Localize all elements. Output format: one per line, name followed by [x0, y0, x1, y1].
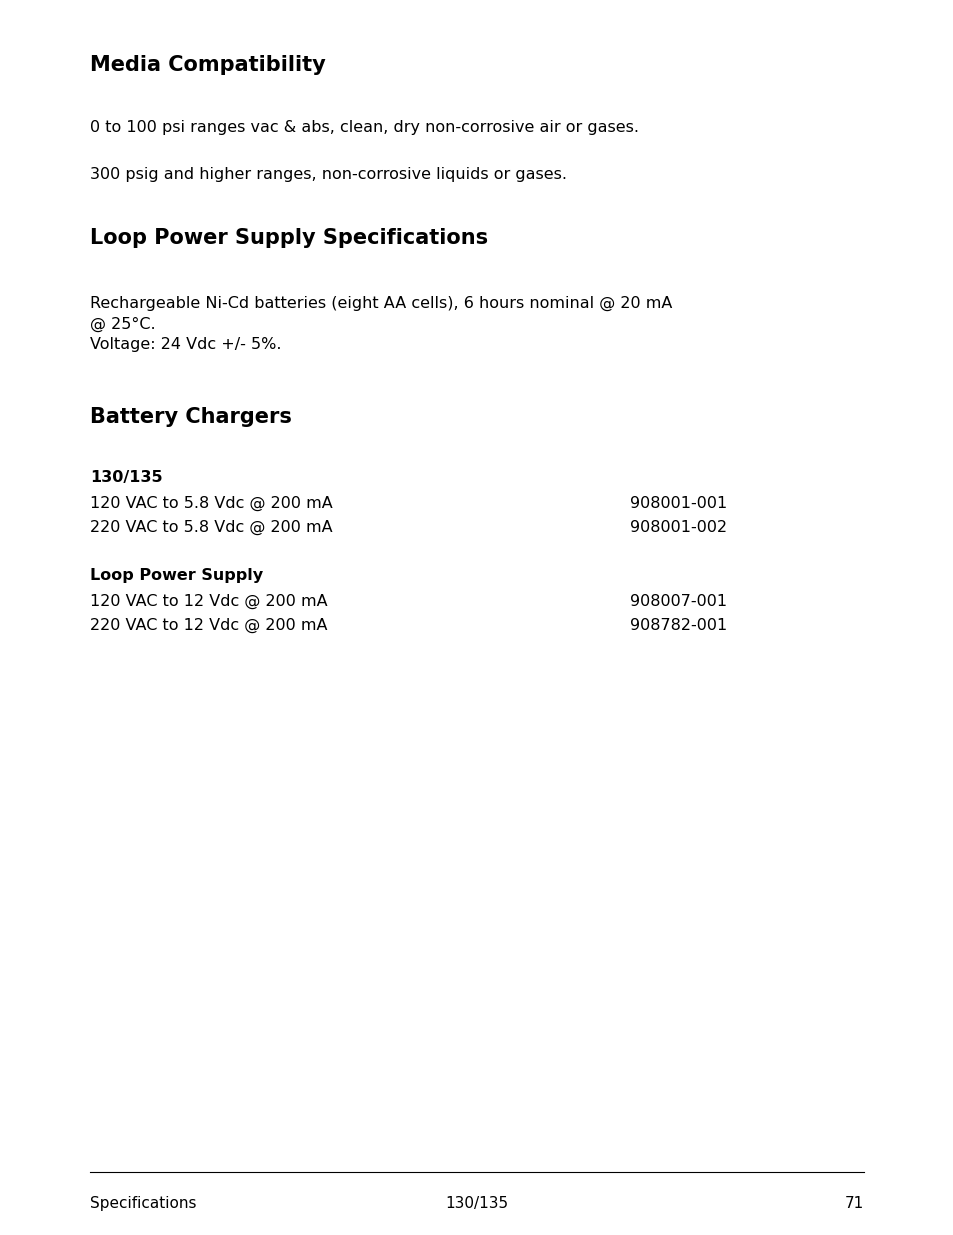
Text: Loop Power Supply: Loop Power Supply [90, 568, 263, 583]
Text: 908001-001: 908001-001 [629, 496, 726, 511]
Text: 120 VAC to 5.8 Vdc @ 200 mA: 120 VAC to 5.8 Vdc @ 200 mA [90, 496, 333, 511]
Text: 908007-001: 908007-001 [629, 594, 726, 609]
Text: Loop Power Supply Specifications: Loop Power Supply Specifications [90, 228, 488, 248]
Text: 0 to 100 psi ranges vac & abs, clean, dry non-corrosive air or gases.: 0 to 100 psi ranges vac & abs, clean, dr… [90, 120, 639, 135]
Text: 130/135: 130/135 [445, 1195, 508, 1212]
Text: 120 VAC to 12 Vdc @ 200 mA: 120 VAC to 12 Vdc @ 200 mA [90, 594, 327, 609]
Text: 71: 71 [843, 1195, 863, 1212]
Text: 220 VAC to 5.8 Vdc @ 200 mA: 220 VAC to 5.8 Vdc @ 200 mA [90, 520, 333, 535]
Text: 908001-002: 908001-002 [629, 520, 726, 535]
Text: 220 VAC to 12 Vdc @ 200 mA: 220 VAC to 12 Vdc @ 200 mA [90, 618, 327, 634]
Text: Media Compatibility: Media Compatibility [90, 56, 325, 75]
Text: 300 psig and higher ranges, non-corrosive liquids or gases.: 300 psig and higher ranges, non-corrosiv… [90, 167, 566, 182]
Text: 130/135: 130/135 [90, 471, 162, 485]
Text: Specifications: Specifications [90, 1195, 196, 1212]
Text: Rechargeable Ni-Cd batteries (eight AA cells), 6 hours nominal @ 20 mA
@ 25°C.
V: Rechargeable Ni-Cd batteries (eight AA c… [90, 296, 672, 352]
Text: 908782-001: 908782-001 [629, 618, 726, 634]
Text: Battery Chargers: Battery Chargers [90, 408, 292, 427]
